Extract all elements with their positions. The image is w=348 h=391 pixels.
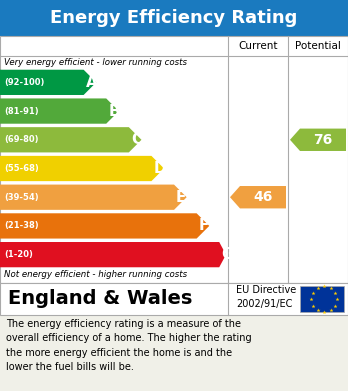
Polygon shape — [0, 127, 141, 152]
Text: B: B — [108, 104, 120, 118]
Text: (55-68): (55-68) — [4, 164, 39, 173]
Bar — [0, 0, 348, 36]
Text: Potential: Potential — [295, 41, 341, 51]
Text: (1-20): (1-20) — [4, 250, 33, 259]
Bar — [300, 286, 344, 312]
Text: F: F — [199, 219, 209, 233]
Polygon shape — [0, 213, 209, 239]
Polygon shape — [0, 70, 96, 95]
Text: Current: Current — [238, 41, 278, 51]
Bar — [0, 36, 348, 283]
Text: (39-54): (39-54) — [4, 193, 39, 202]
Text: E: E — [176, 190, 187, 205]
Polygon shape — [230, 186, 286, 208]
Text: G: G — [221, 247, 234, 262]
Polygon shape — [0, 156, 164, 181]
Bar — [0, 283, 348, 315]
Text: The energy efficiency rating is a measure of the
overall efficiency of a home. T: The energy efficiency rating is a measur… — [6, 319, 252, 372]
Text: 76: 76 — [314, 133, 333, 147]
Text: Not energy efficient - higher running costs: Not energy efficient - higher running co… — [4, 270, 187, 279]
Polygon shape — [290, 129, 346, 151]
Text: Very energy efficient - lower running costs: Very energy efficient - lower running co… — [4, 58, 187, 67]
Text: D: D — [153, 161, 166, 176]
Polygon shape — [0, 185, 187, 210]
Text: (81-91): (81-91) — [4, 107, 39, 116]
Text: EU Directive
2002/91/EC: EU Directive 2002/91/EC — [236, 285, 296, 308]
Text: (21-38): (21-38) — [4, 221, 39, 230]
Polygon shape — [0, 99, 119, 124]
Text: Energy Efficiency Rating: Energy Efficiency Rating — [50, 9, 298, 27]
Text: 46: 46 — [253, 190, 273, 204]
Text: England & Wales: England & Wales — [8, 289, 192, 308]
Text: (69-80): (69-80) — [4, 135, 39, 144]
Text: A: A — [86, 75, 97, 90]
Polygon shape — [0, 242, 226, 267]
Text: (92-100): (92-100) — [4, 78, 45, 87]
Text: C: C — [131, 132, 142, 147]
